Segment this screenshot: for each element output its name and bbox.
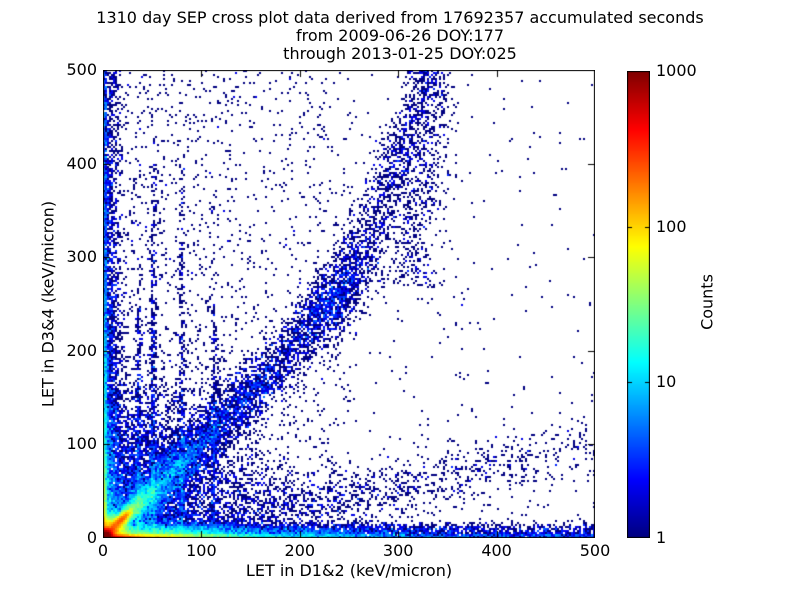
x-tick-label: 300 [382, 541, 414, 560]
title-line-2: from 2009-06-26 DOY:177 [295, 26, 504, 45]
x-tick-label: 500 [579, 541, 611, 560]
colorbar-tick-label: 10 [656, 372, 677, 392]
y-tick-label: 300 [66, 247, 97, 267]
y-tick-label: 500 [66, 60, 97, 79]
colorbar-tick-label: 1000 [656, 61, 697, 80]
colorbar-tick-label: 1 [656, 528, 667, 547]
y-tick-label: 100 [66, 434, 97, 454]
y-axis-label: LET in D3&4 (keV/micron) [38, 200, 58, 408]
y-tick-label: 400 [66, 153, 97, 173]
scatter-heatmap-canvas [103, 70, 595, 538]
title-line-1: 1310 day SEP cross plot data derived fro… [96, 8, 704, 27]
x-tick-label: 0 [97, 541, 109, 560]
x-tick-label: 100 [186, 541, 217, 560]
x-tick-label: 200 [284, 541, 316, 560]
colorbar-canvas [627, 71, 650, 538]
chart-title: 1310 day SEP cross plot data derived fro… [0, 9, 800, 63]
x-axis-label: LET in D1&2 (keV/micron) [245, 561, 453, 580]
colorbar-tick-label: 100 [656, 216, 687, 236]
x-tick-label: 400 [481, 541, 512, 560]
y-tick-label: 0 [86, 528, 97, 547]
y-tick-label: 200 [66, 340, 97, 360]
colorbar-label: Counts [697, 274, 717, 330]
title-line-3: through 2013-01-25 DOY:025 [283, 44, 517, 63]
